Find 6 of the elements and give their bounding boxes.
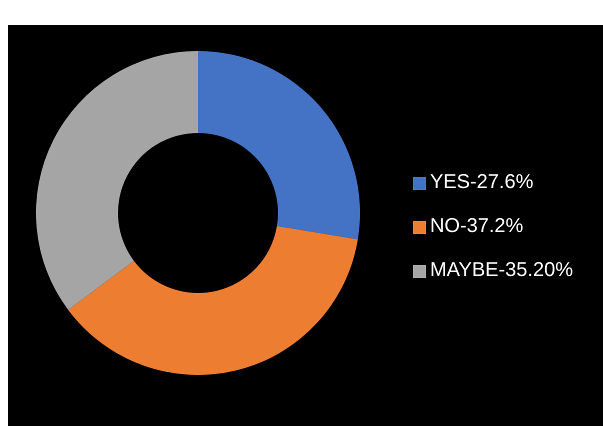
legend-label: MAYBE-35.20% bbox=[430, 258, 573, 280]
legend-label: YES-27.6% bbox=[430, 170, 534, 192]
donut-slice bbox=[36, 51, 198, 310]
donut-slice bbox=[198, 51, 360, 240]
donut-slice bbox=[68, 226, 358, 375]
legend-label: NO-37.2% bbox=[430, 214, 524, 236]
